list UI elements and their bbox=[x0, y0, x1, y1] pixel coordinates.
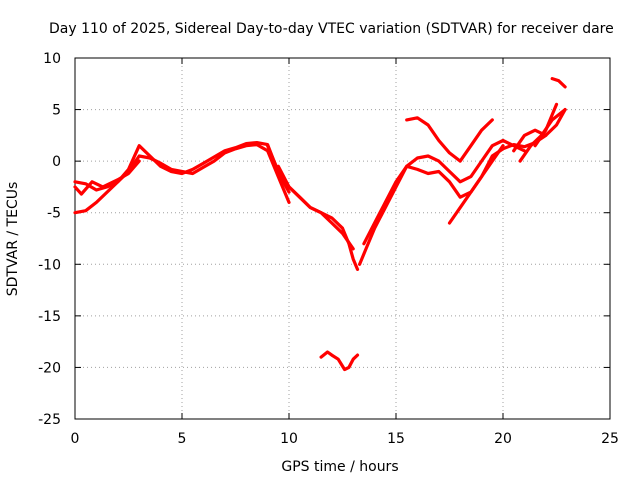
x-tick-label: 10 bbox=[280, 431, 298, 447]
x-tick-label: 25 bbox=[601, 431, 619, 447]
y-tick-label: -25 bbox=[38, 412, 61, 428]
series-line-track-14 bbox=[319, 350, 360, 372]
y-tick-label: -20 bbox=[38, 360, 61, 376]
grid-lines bbox=[75, 58, 610, 419]
y-tick-label: 5 bbox=[52, 103, 61, 119]
data-series bbox=[73, 76, 567, 372]
x-tick-label: 15 bbox=[387, 431, 405, 447]
tick-labels: 0 5 10 15 20 25 -25 -20 -15 -10 -5 0 5 10 bbox=[38, 51, 619, 447]
plot-frame bbox=[74, 57, 611, 420]
series-line-track-10 bbox=[512, 107, 567, 153]
y-tick-label: 10 bbox=[43, 51, 61, 67]
y-tick-label: -5 bbox=[47, 206, 61, 222]
series-line-track-12 bbox=[533, 102, 559, 148]
x-tick-label: 0 bbox=[71, 431, 80, 447]
y-tick-label: -10 bbox=[38, 257, 61, 273]
y-tick-label: -15 bbox=[38, 309, 61, 325]
series-line-track-3 bbox=[73, 159, 141, 196]
series-line-track-13 bbox=[550, 76, 567, 89]
x-tick-label: 5 bbox=[178, 431, 187, 447]
series-line-track-8 bbox=[405, 116, 494, 163]
y-tick-label: 0 bbox=[52, 154, 61, 170]
x-tick-label: 20 bbox=[494, 431, 512, 447]
y-axis-label: SDTVAR / TECUs bbox=[5, 182, 21, 297]
series-line-track-2 bbox=[73, 141, 291, 215]
chart-title: Day 110 of 2025, Sidereal Day-to-day VTE… bbox=[49, 21, 614, 37]
series-line-track-9 bbox=[447, 144, 505, 225]
series-line-track-6 bbox=[358, 138, 527, 266]
series-line-track-5 bbox=[276, 164, 355, 251]
x-axis-label: GPS time / hours bbox=[281, 459, 398, 475]
series-line-track-7 bbox=[362, 133, 548, 246]
axis-ticks bbox=[74, 57, 611, 420]
